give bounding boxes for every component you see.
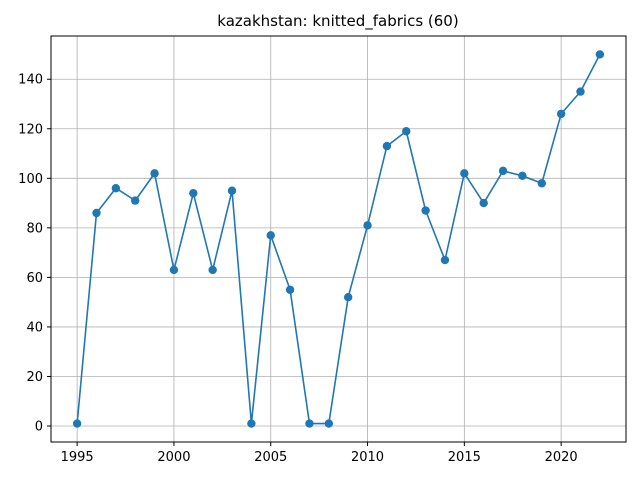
grid — [51, 36, 626, 442]
data-point — [72, 419, 82, 428]
data-point — [150, 169, 159, 178]
data-point — [285, 285, 295, 294]
data-point — [595, 50, 605, 59]
data-point — [343, 293, 353, 302]
data-point — [208, 265, 217, 275]
data-point — [537, 179, 546, 188]
data-point — [247, 419, 256, 428]
x-tick-label: 2010 — [351, 450, 384, 465]
data-point — [460, 169, 469, 178]
data-point — [518, 171, 527, 181]
y-tick-label: 120 — [18, 122, 43, 137]
data-point — [479, 198, 488, 208]
data-point — [266, 231, 275, 240]
y-tick-label: 140 — [18, 73, 43, 88]
y-tick-label: 40 — [26, 320, 43, 335]
data-point — [189, 188, 198, 198]
y-tick-label: 100 — [18, 172, 43, 187]
data-point — [111, 184, 121, 193]
data-point — [324, 419, 334, 428]
data-point — [498, 166, 508, 176]
x-tick-label: 2015 — [448, 450, 481, 465]
data-point — [440, 255, 450, 265]
data-point — [402, 127, 411, 136]
plot-frame — [50, 35, 627, 443]
data-point — [363, 221, 372, 230]
data-point — [382, 141, 392, 151]
series-layer — [72, 50, 605, 428]
data-point — [305, 419, 314, 428]
axes — [50, 35, 627, 443]
data-point — [421, 206, 430, 215]
x-tick-label: 2000 — [157, 450, 190, 465]
x-tick-label: 2020 — [545, 450, 578, 465]
y-tick-label: 0 — [35, 420, 43, 435]
data-point — [227, 186, 237, 195]
y-tick-label: 60 — [26, 271, 43, 286]
x-tick-label: 2005 — [254, 450, 287, 465]
ticks: 1995 2000 2005 2010 2015 2020 0 20 40 60 80 100 120 1… — [18, 73, 578, 465]
series-line — [76, 54, 601, 425]
y-tick-label: 80 — [26, 221, 43, 236]
data-point — [576, 87, 585, 96]
y-tick-label: 20 — [26, 370, 43, 385]
x-tick-label: 1995 — [61, 450, 94, 465]
data-point — [131, 196, 140, 205]
chart-title: kazakhstan: knitted_fabrics (60) — [217, 12, 458, 31]
data-point — [92, 208, 101, 218]
data-point — [169, 265, 179, 275]
data-point — [556, 109, 566, 119]
